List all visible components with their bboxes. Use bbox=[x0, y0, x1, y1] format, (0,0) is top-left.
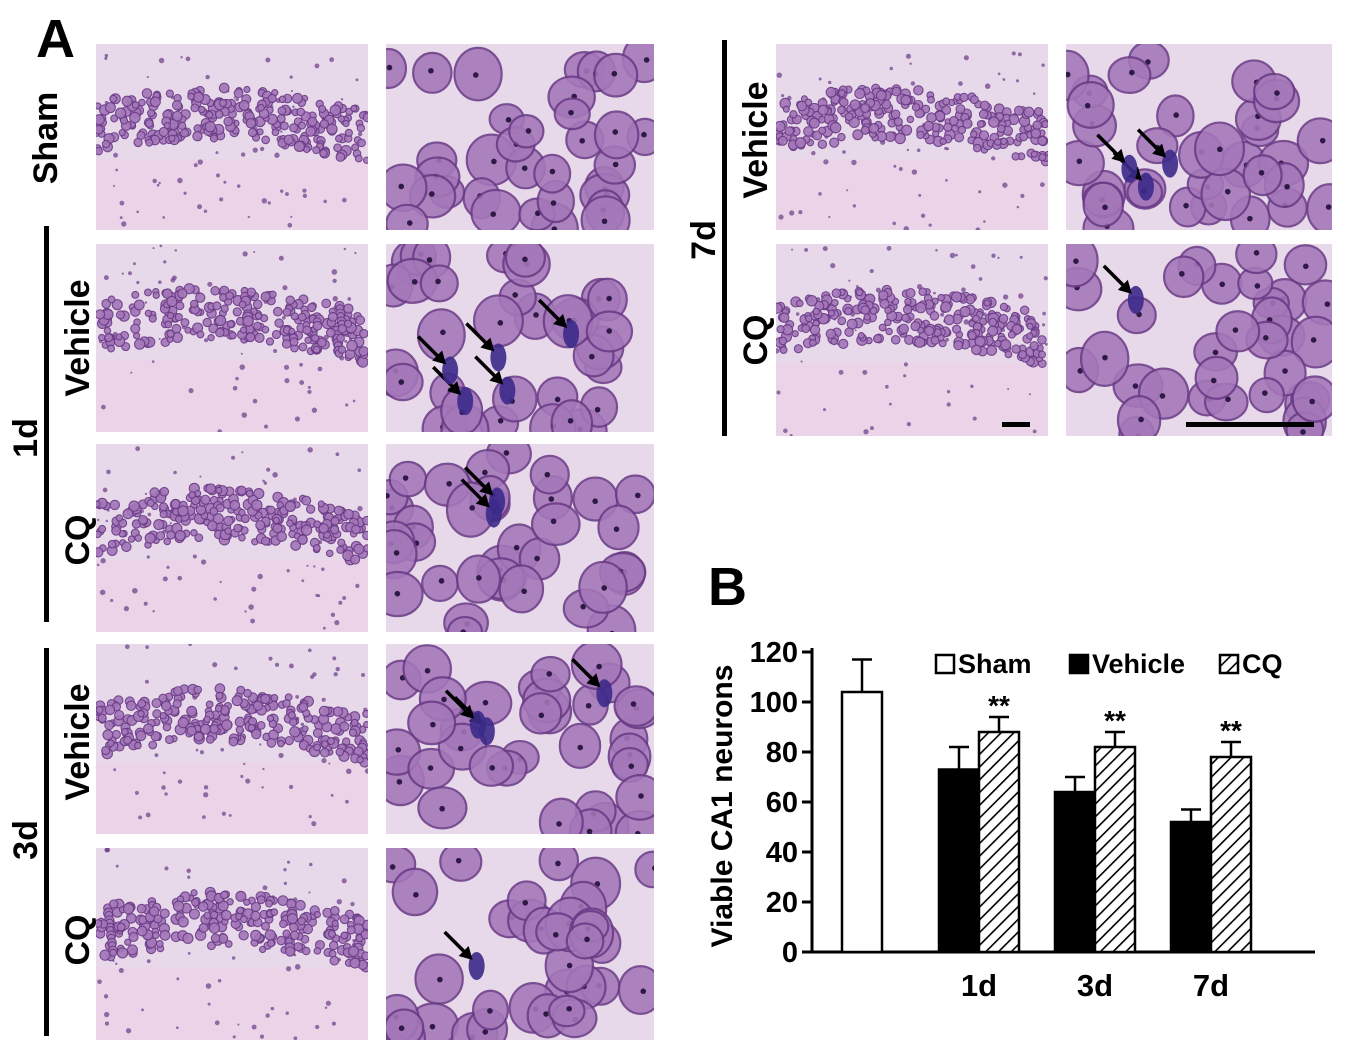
y-tick-label-120: 120 bbox=[750, 637, 798, 669]
micrograph-7d-cq-high bbox=[1066, 244, 1332, 436]
legend-label-vehicle: Vehicle bbox=[1092, 649, 1185, 679]
panel-a-letter: A bbox=[36, 9, 75, 69]
legend-swatch-sham bbox=[934, 653, 956, 675]
group-label-7d: 7d bbox=[685, 220, 723, 260]
micrograph-7d-vehicle-high bbox=[1066, 44, 1332, 230]
row-label-7d-cq: CQ bbox=[737, 314, 775, 366]
row-label-sham: Sham bbox=[27, 91, 65, 185]
legend-label-sham: Sham bbox=[958, 649, 1032, 679]
micrograph-7d-vehicle-low bbox=[776, 44, 1048, 230]
x-category-1d: 1d bbox=[961, 968, 997, 1003]
y-axis-label: Viable CA1 neurons bbox=[706, 665, 739, 948]
x-category-7d: 7d bbox=[1193, 968, 1229, 1003]
group-bar-3d bbox=[44, 648, 49, 1036]
micrograph-1d-cq-high bbox=[386, 444, 654, 632]
group-bar-1d bbox=[44, 226, 49, 622]
x-category-3d: 3d bbox=[1077, 968, 1113, 1003]
y-tick-label-80: 80 bbox=[766, 737, 798, 769]
legend-swatch-vehicle bbox=[1068, 653, 1090, 675]
significance-cq-3d: ** bbox=[1104, 705, 1126, 736]
bar-cq-7d bbox=[1209, 755, 1253, 954]
legend-label-cq: CQ bbox=[1242, 649, 1283, 679]
y-tick-label-100: 100 bbox=[750, 687, 798, 719]
significance-cq-1d: ** bbox=[988, 690, 1010, 721]
row-label-3d-cq: CQ bbox=[59, 914, 97, 966]
legend: Sham Vehicle CQ bbox=[934, 649, 1283, 679]
micrograph-1d-vehicle-low bbox=[96, 244, 368, 432]
micrograph-1d-cq-low bbox=[96, 444, 368, 632]
panel-b-letter: B bbox=[708, 557, 747, 617]
micrograph-3d-vehicle-high bbox=[386, 644, 654, 834]
group-bar-7d bbox=[722, 40, 727, 436]
bar-vehicle-7d bbox=[1169, 820, 1213, 954]
micrograph-3d-vehicle-low bbox=[96, 644, 368, 834]
y-tick-label-60: 60 bbox=[766, 787, 798, 819]
row-label-3d-vehicle: Vehicle bbox=[59, 683, 97, 801]
significance-cq-7d: ** bbox=[1220, 715, 1242, 746]
y-tick-label-20: 20 bbox=[766, 887, 798, 919]
bar-cq-1d bbox=[977, 730, 1021, 954]
group-label-1d: 1d bbox=[7, 418, 45, 458]
row-label-1d-cq: CQ bbox=[59, 514, 97, 566]
micrograph-1d-vehicle-high bbox=[386, 244, 654, 432]
group-label-3d: 3d bbox=[7, 820, 45, 860]
row-label-1d-vehicle: Vehicle bbox=[59, 279, 97, 397]
y-tick-label-40: 40 bbox=[766, 837, 798, 869]
bar-vehicle-1d bbox=[937, 768, 981, 954]
micrograph-sham-low bbox=[96, 44, 368, 230]
bar-vehicle-3d bbox=[1053, 790, 1097, 954]
micrograph-3d-cq-low bbox=[96, 848, 368, 1040]
micrograph-7d-cq-low bbox=[776, 244, 1048, 436]
bar-sham-sham bbox=[840, 690, 884, 954]
bar-cq-3d bbox=[1093, 745, 1137, 954]
bar-chart: 0 20 40 60 80 100 120 ** 1d ** 3d ** 7d Viable CA1 n… bbox=[706, 637, 1315, 1003]
row-label-7d-vehicle: Vehicle bbox=[737, 81, 775, 199]
micrograph-sham-high bbox=[386, 44, 654, 230]
legend-swatch-cq bbox=[1218, 653, 1240, 675]
micrograph-3d-cq-high bbox=[386, 848, 654, 1040]
y-tick-label-0: 0 bbox=[782, 937, 798, 969]
